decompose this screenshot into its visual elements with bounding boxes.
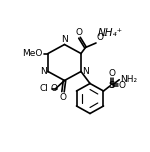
Text: O: O — [60, 93, 66, 102]
Text: O: O — [108, 69, 115, 78]
Text: NH₄⁺: NH₄⁺ — [98, 28, 123, 38]
Text: O: O — [118, 81, 126, 90]
Text: O: O — [51, 84, 57, 93]
Text: O: O — [75, 28, 82, 36]
Text: S: S — [108, 81, 115, 90]
Text: N: N — [40, 67, 46, 76]
Text: N: N — [61, 35, 68, 44]
Text: Cl: Cl — [40, 84, 49, 93]
Text: NH₂: NH₂ — [120, 74, 137, 83]
Text: MeO: MeO — [22, 49, 42, 58]
Text: N: N — [82, 67, 89, 76]
Text: O⁻: O⁻ — [97, 33, 108, 42]
